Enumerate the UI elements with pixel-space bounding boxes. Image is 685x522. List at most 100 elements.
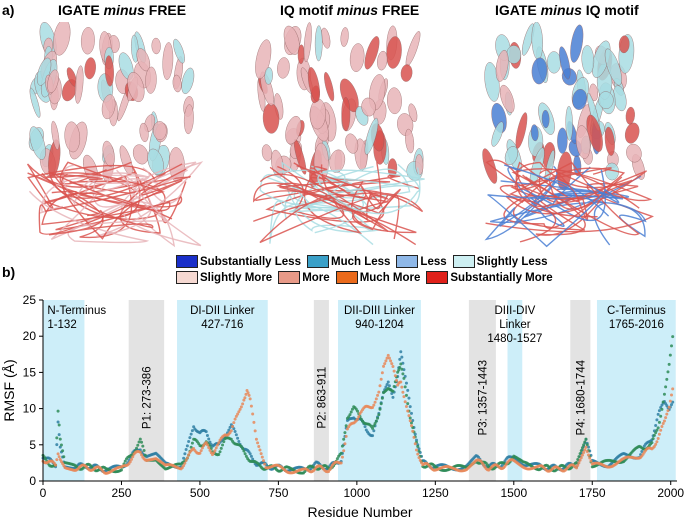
data-point: [385, 356, 389, 360]
region-label: Linker: [499, 319, 530, 331]
region-label: P3: 1357-1443: [477, 360, 489, 435]
structure-helix: [625, 106, 635, 125]
data-point: [650, 441, 654, 445]
data-point: [371, 434, 375, 438]
data-point: [140, 453, 144, 457]
data-point: [386, 380, 390, 384]
data-point: [189, 432, 193, 436]
structure-helix: [405, 31, 421, 67]
structure-loop: [512, 161, 633, 231]
structure-loop: [41, 163, 183, 226]
data-point: [182, 464, 186, 468]
data-point: [582, 443, 586, 447]
structure-loop: [259, 167, 421, 234]
data-point: [228, 425, 232, 429]
data-point: [377, 390, 381, 394]
data-point: [666, 370, 670, 374]
data-point: [182, 456, 186, 460]
structure-helix: [145, 66, 157, 94]
data-point: [662, 392, 666, 396]
data-point: [667, 362, 671, 366]
legend-label: More: [302, 271, 330, 284]
data-point: [578, 458, 582, 462]
structure-helix: [84, 57, 96, 80]
data-point: [583, 440, 587, 444]
data-point: [190, 429, 194, 433]
structure-helix: [285, 115, 302, 145]
structure-helix: [139, 122, 149, 143]
structure-helix: [29, 87, 41, 118]
x-tick-label: 1750: [579, 486, 606, 500]
x-tick-label: 250: [111, 486, 131, 500]
structure-helix: [626, 143, 642, 163]
data-point: [55, 443, 59, 447]
data-point: [383, 362, 387, 366]
region-label: P4: 1680-1744: [575, 359, 587, 435]
data-point: [221, 443, 225, 447]
legend-swatch: [452, 255, 475, 268]
legend-label: Substantially Less: [200, 255, 301, 268]
y-tick-label: 20: [23, 329, 37, 343]
data-point: [198, 451, 202, 455]
data-point: [394, 378, 398, 382]
data-point: [416, 452, 420, 456]
data-point: [207, 446, 211, 450]
data-point: [357, 415, 361, 419]
data-point: [216, 443, 220, 447]
structure-image-2: [253, 22, 425, 246]
data-point: [130, 457, 134, 461]
data-point: [404, 381, 408, 385]
data-point: [664, 385, 668, 389]
data-point: [244, 454, 248, 458]
data-point: [242, 449, 246, 453]
data-point: [355, 409, 359, 413]
data-point: [187, 453, 191, 457]
data-point: [408, 419, 412, 423]
data-point: [387, 356, 391, 360]
data-point: [585, 449, 589, 453]
structure-helix: [314, 25, 323, 62]
structure-helix: [74, 65, 84, 104]
data-point: [348, 413, 352, 417]
region-label: P1: 273-386: [141, 366, 153, 429]
legend-swatch: [426, 271, 449, 284]
data-point: [183, 452, 187, 456]
data-point: [131, 455, 135, 459]
y-tick-label: 15: [23, 365, 37, 379]
y-axis-label: RMSF (Å): [1, 359, 17, 421]
legend-item: Much More: [335, 271, 420, 284]
data-point: [579, 456, 583, 460]
legend-label: Substantially More: [450, 271, 553, 284]
structure-helix: [277, 57, 290, 79]
region-band: [507, 300, 523, 481]
data-point: [584, 445, 588, 449]
data-point: [406, 388, 410, 392]
data-point: [379, 402, 383, 406]
data-point: [655, 428, 659, 432]
data-point: [400, 367, 404, 371]
data-point: [207, 437, 211, 441]
structure-helix: [183, 104, 194, 135]
data-point: [363, 425, 367, 429]
structure-helix: [604, 48, 622, 86]
structure-loop: [490, 175, 647, 238]
x-tick-label: 1000: [344, 486, 371, 500]
data-point: [229, 437, 233, 441]
data-point: [408, 405, 412, 409]
structure-helix: [405, 128, 415, 154]
structure-helix: [324, 72, 335, 102]
data-point: [56, 452, 60, 456]
data-point: [662, 419, 666, 423]
data-point: [213, 449, 217, 453]
data-point: [233, 417, 237, 421]
structure-loop: [310, 161, 382, 210]
data-point: [384, 359, 388, 363]
data-point: [249, 404, 253, 408]
data-point: [243, 452, 247, 456]
data-point: [400, 385, 404, 389]
structure-helix: [162, 42, 174, 80]
data-point: [379, 377, 383, 381]
data-point: [407, 414, 411, 418]
data-point: [344, 424, 348, 428]
data-point: [59, 443, 63, 447]
